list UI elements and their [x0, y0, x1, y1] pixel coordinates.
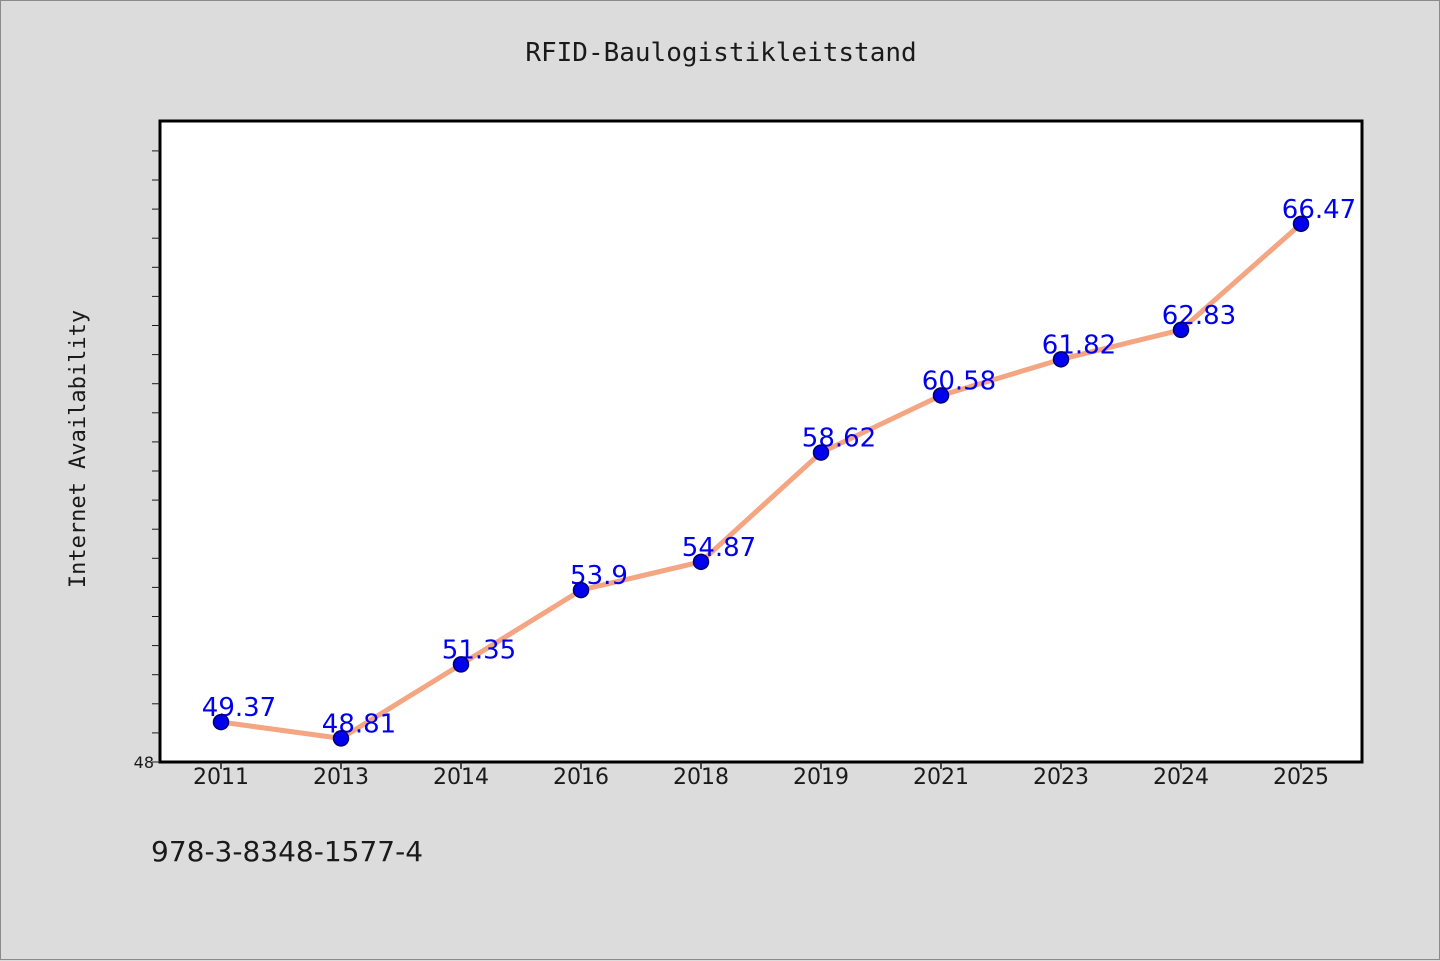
data-label: 49.37 [202, 693, 276, 723]
data-point [212, 713, 230, 731]
data-label: 51.35 [442, 635, 516, 665]
x-tick-label: 2016 [553, 765, 609, 790]
x-tick-label: 2013 [313, 765, 369, 790]
x-axis-ticks: 2011 2013 2014 2016 2018 2019 2021 2023 2024 2025 [193, 762, 1329, 790]
x-tick-label: 2024 [1153, 765, 1209, 790]
data-point [812, 444, 830, 461]
data-point [332, 730, 350, 747]
series-line [218, 221, 1304, 741]
plot-area [158, 119, 1364, 764]
y-axis-ticks: 48 [134, 150, 160, 772]
data-point [452, 656, 470, 673]
data-point [1052, 351, 1070, 368]
data-label: 58.62 [802, 424, 876, 454]
data-point [932, 387, 950, 404]
data-label: 60.58 [922, 366, 996, 396]
data-label: 54.87 [682, 533, 756, 563]
chart-title: RFID-Baulogistikleitstand [525, 38, 916, 68]
data-label: 61.82 [1042, 330, 1116, 360]
y-axis-label: Internet Availability [66, 310, 91, 588]
data-label: 62.83 [1162, 301, 1236, 331]
data-point [1292, 215, 1310, 233]
x-tick-label: 2011 [193, 765, 249, 790]
x-tick-label: 2023 [1033, 765, 1089, 790]
data-point [692, 553, 710, 571]
footer-isbn: 978-3-8348-1577-4 [151, 835, 424, 868]
y-tick-label: 48 [134, 753, 154, 772]
x-tick-label: 2018 [673, 765, 729, 790]
x-tick-label: 2019 [793, 765, 849, 790]
series-group: 49.3748.8151.3553.954.8758.6260.5861.826… [202, 195, 1356, 747]
data-label: 48.81 [322, 709, 396, 739]
x-tick-label: 2021 [913, 765, 969, 790]
x-tick-label: 2025 [1273, 765, 1329, 790]
data-point [572, 581, 590, 599]
x-tick-label: 2014 [433, 765, 489, 790]
data-point [1172, 321, 1190, 339]
data-label: 66.47 [1282, 195, 1356, 225]
